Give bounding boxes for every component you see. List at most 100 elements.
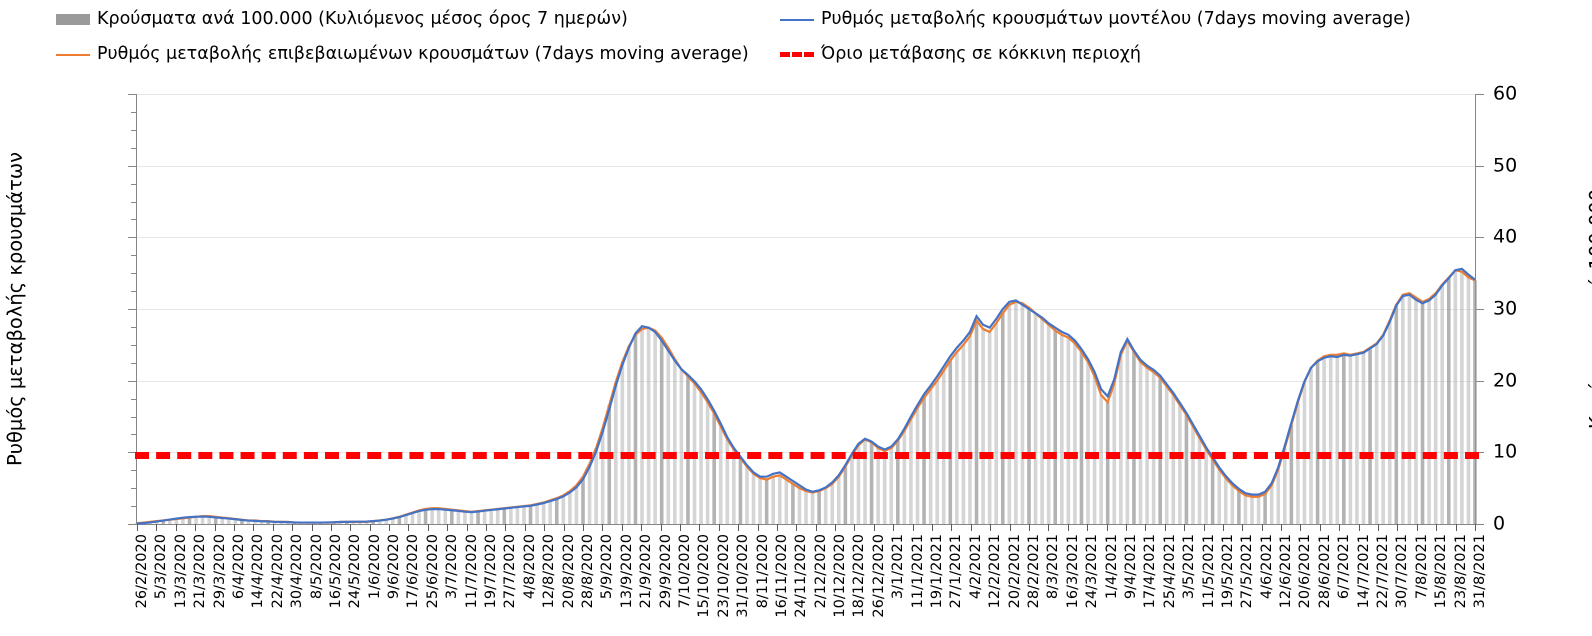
x-axis-tick [932,524,934,531]
bar [791,483,795,524]
bar [1263,493,1267,524]
bar [823,488,828,524]
x-axis-tick-label: 18/12/2020 [851,534,868,618]
bar [764,479,769,524]
bar [1092,376,1097,524]
bar [941,370,946,524]
bar [837,476,841,524]
x-axis-tick [214,524,216,531]
bar [456,510,461,524]
bar [1204,449,1208,524]
bar [633,334,638,524]
bar [718,426,723,524]
y-axis-right-tick [1475,309,1484,310]
x-axis-tick-label: 23/10/2020 [715,534,732,618]
bar [509,507,513,524]
bar [194,516,198,524]
x-axis-tick [486,524,488,531]
bar [1355,353,1359,524]
bar [955,352,959,524]
bar [745,466,749,524]
x-axis-tick [389,524,391,531]
x-axis-tick [1358,524,1360,531]
x-axis-tick [524,524,526,531]
legend-item-cases-per-100000[interactable]: Κρούσματα ανά 100.000 (Κυλιόμενος μέσος … [56,9,628,29]
x-axis-tick-label: 28/2/2021 [1025,534,1042,609]
x-axis-tick-label: 30/7/2021 [1394,534,1411,609]
bar [200,516,205,524]
y-axis-right-tick [1475,94,1484,95]
y-axis-right-tick-label: 20 [1493,369,1518,392]
bar [528,505,533,524]
legend-item-red-zone-threshold[interactable]: Όριο μετάβασης σε κόκκινη περιοχή [780,44,1141,64]
bar [1237,491,1241,524]
bar [266,521,270,524]
x-axis-tick [990,524,992,531]
x-axis-tick-label: 1/4/2021 [1103,534,1120,600]
bar [1394,304,1399,524]
legend-label-red-zone-threshold: Όριο μετάβασης σε κόκκινη περιοχή [821,44,1141,64]
bar [1171,395,1176,524]
legend-label-cases-per-100000: Κρούσματα ανά 100.000 (Κυλιόμενος μέσος … [97,9,628,29]
bar [804,491,808,524]
x-axis-tick [1164,524,1166,531]
bar [771,476,775,524]
x-axis-tick [253,524,255,531]
x-axis-tick [447,524,449,531]
x-axis-tick [1281,524,1283,531]
x-axis-tick [641,524,643,531]
bar [1223,478,1228,524]
x-axis-tick [1009,524,1011,531]
y-axis-right-tick [1475,165,1484,167]
bar [1020,303,1025,524]
bar [974,320,979,524]
x-axis-tick [1416,524,1418,531]
bar [1276,469,1281,524]
x-axis-tick-label: 3/7/2020 [444,534,460,600]
x-axis-tick [408,524,410,531]
bar [1466,277,1471,524]
bar [1040,319,1044,524]
bar [1099,395,1103,524]
bar [1433,293,1438,524]
bar [600,427,605,524]
x-axis-tick [1125,524,1127,531]
bar [1322,356,1326,524]
x-axis-tick [796,524,798,531]
x-axis-tick-label: 21/9/2020 [637,534,654,609]
plot-area: 01,0002,0003,0004,0005,0006,000 01020304… [3,84,1592,618]
bar [417,510,421,524]
bar [1073,343,1077,524]
x-axis-tick [272,524,274,531]
bar [240,519,244,524]
y-axis-right-tick-label: 40 [1493,225,1518,248]
y-axis-right-tick-label: 0 [1493,512,1506,535]
bar-series-cases-per-100000 [135,270,1477,524]
bar [502,508,507,524]
bar [430,508,434,524]
bar [738,458,743,524]
bar [443,508,448,524]
legend-item-confirmed-rate[interactable]: Ρυθμός μεταβολής επιβεβαιωμένων κρουσμάτ… [56,45,749,64]
bar [397,516,402,524]
x-axis-tick [175,524,177,531]
bar [843,466,848,524]
bar [1191,426,1195,524]
x-axis-tick-label: 14/4/2020 [250,534,267,609]
bar [187,517,192,524]
bar [391,518,395,524]
x-axis-tick [776,524,778,531]
legend-item-model-rate[interactable]: Ρυθμός μεταβολής κρουσμάτων μοντέλου (7d… [780,10,1411,29]
bar [876,448,880,524]
bar [207,516,211,524]
x-axis-tick-label: 16/3/2021 [1064,534,1081,609]
y-axis-left-minor-tick [131,201,137,203]
bar [777,475,782,524]
bar [1446,277,1451,524]
bar [1132,352,1136,524]
y-axis-right-title: Κρούσματα ανά 100.000 [1585,188,1592,430]
x-axis-tick-label: 27/7/2020 [502,534,519,609]
bar [463,511,467,524]
bar [233,518,238,524]
bar [1335,354,1340,524]
